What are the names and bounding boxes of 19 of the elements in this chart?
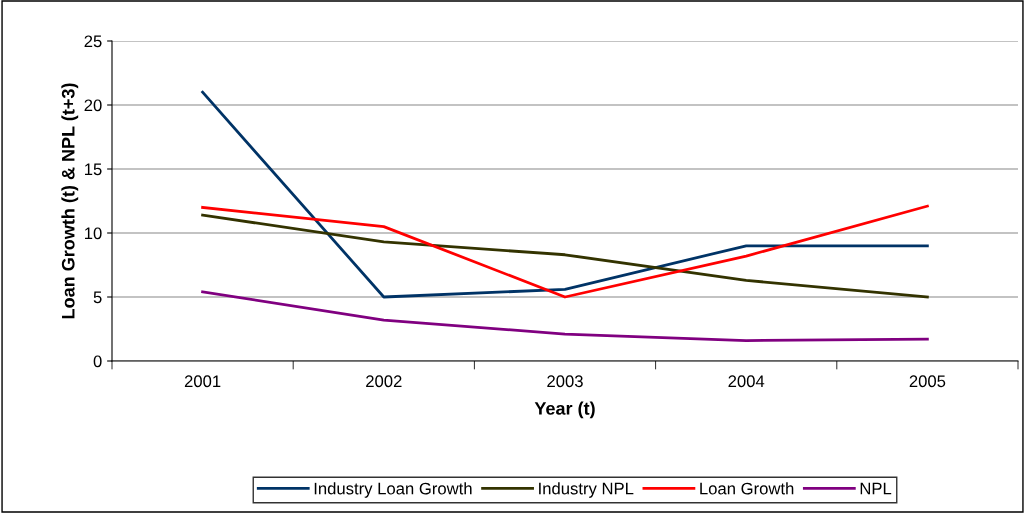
- x-tick-label: 2004: [728, 375, 765, 388]
- line-series: [201, 290, 929, 342]
- y-tick-label: 0: [93, 355, 102, 368]
- line-series: [201, 90, 929, 299]
- legend-label: NPL: [860, 482, 892, 495]
- x-tick-label: 2002: [366, 375, 402, 388]
- legend-label: Loan Growth: [700, 482, 794, 495]
- x-tick-label: 2003: [547, 375, 583, 388]
- legend-label: Industry NPL: [539, 482, 634, 498]
- y-axis-title: Loan Growth (t) & NPL (t+3): [61, 83, 79, 319]
- y-tick-label: 5: [93, 291, 102, 304]
- y-tick-label: 15: [85, 163, 102, 176]
- legend-label: Industry Loan Growth: [314, 482, 472, 498]
- y-tick-label: 25: [84, 35, 102, 48]
- x-tick-label: 2005: [909, 375, 946, 388]
- x-tick-label: 2001: [184, 375, 221, 388]
- y-tick-label: 10: [85, 227, 102, 240]
- x-axis-title: Year (t): [534, 401, 595, 419]
- y-tick-label: 20: [84, 99, 102, 112]
